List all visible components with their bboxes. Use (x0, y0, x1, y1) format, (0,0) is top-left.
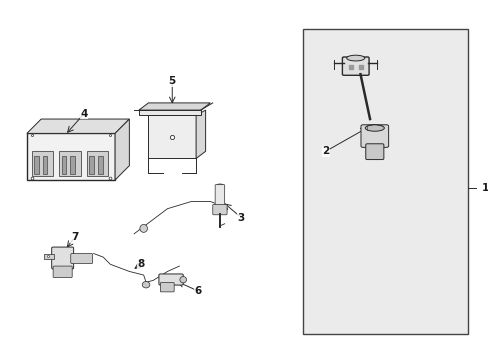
Text: 3: 3 (237, 213, 244, 222)
Ellipse shape (140, 225, 147, 232)
FancyBboxPatch shape (365, 144, 383, 159)
Bar (70, 156, 75, 174)
Bar (303, 30, 467, 334)
Ellipse shape (346, 55, 364, 61)
Text: 5: 5 (168, 76, 176, 86)
Polygon shape (139, 103, 210, 110)
Bar (32, 150, 53, 176)
Bar (98, 156, 102, 174)
Ellipse shape (180, 276, 186, 283)
Ellipse shape (142, 282, 149, 288)
Text: 6: 6 (194, 286, 202, 296)
Polygon shape (196, 110, 205, 158)
Bar (87, 150, 108, 176)
Ellipse shape (216, 184, 223, 187)
FancyBboxPatch shape (52, 247, 74, 269)
FancyBboxPatch shape (342, 57, 368, 75)
Text: 1: 1 (481, 183, 488, 193)
FancyBboxPatch shape (160, 283, 174, 292)
Ellipse shape (365, 125, 384, 131)
Bar (61, 156, 66, 174)
Text: 4: 4 (80, 109, 88, 119)
FancyBboxPatch shape (71, 253, 93, 264)
Polygon shape (115, 119, 129, 180)
Polygon shape (139, 110, 201, 116)
Polygon shape (27, 119, 129, 134)
Polygon shape (148, 116, 196, 158)
Text: 8: 8 (138, 259, 144, 269)
Bar (42, 156, 47, 174)
Bar (43, 253, 54, 259)
FancyBboxPatch shape (215, 185, 224, 206)
Bar (89, 156, 94, 174)
Bar (27, 134, 115, 180)
Bar (34, 156, 39, 174)
Bar (59, 150, 81, 176)
FancyBboxPatch shape (53, 266, 72, 278)
Text: 2: 2 (322, 146, 328, 156)
FancyBboxPatch shape (212, 204, 226, 215)
Text: 7: 7 (71, 232, 78, 242)
FancyBboxPatch shape (360, 125, 388, 147)
FancyBboxPatch shape (159, 274, 183, 285)
